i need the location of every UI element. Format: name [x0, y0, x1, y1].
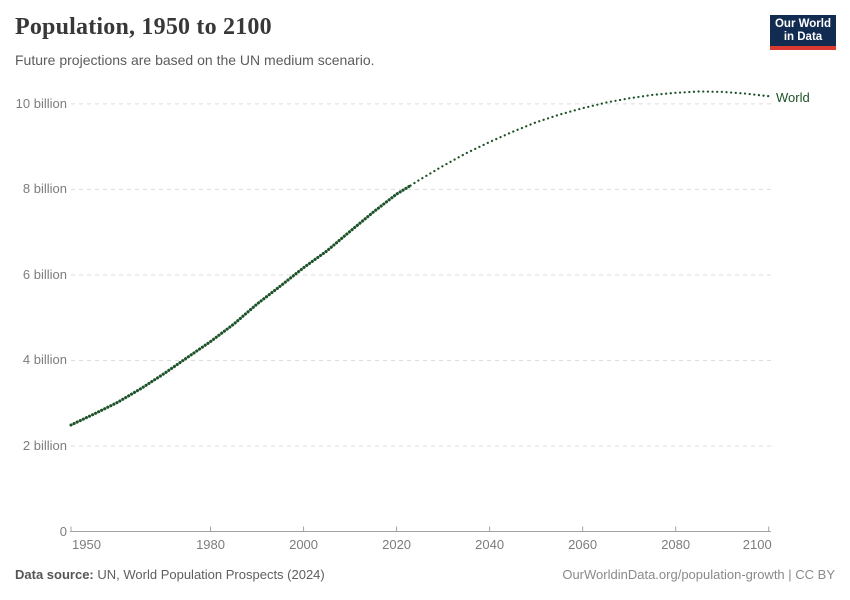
page-subtitle: Future projections are based on the UN m…: [15, 52, 375, 68]
data-source-note: Data source: UN, World Population Prospe…: [15, 567, 325, 582]
page-title: Population, 1950 to 2100: [15, 14, 272, 40]
world-line-projection[interactable]: [409, 90, 770, 187]
gridlines: [71, 103, 772, 447]
data-source-label: Data source:: [15, 567, 94, 582]
credit-link[interactable]: OurWorldinData.org/population-growth | C…: [562, 567, 835, 582]
data-source-text: UN, World Population Prospects (2024): [97, 567, 325, 582]
owid-logo-line2: in Data: [783, 30, 823, 43]
owid-logo-line1: Our World: [774, 17, 831, 30]
owid-logo[interactable]: Our World in Data: [770, 15, 836, 50]
world-line-historical[interactable]: [69, 184, 413, 427]
x-axis: [70, 526, 771, 532]
